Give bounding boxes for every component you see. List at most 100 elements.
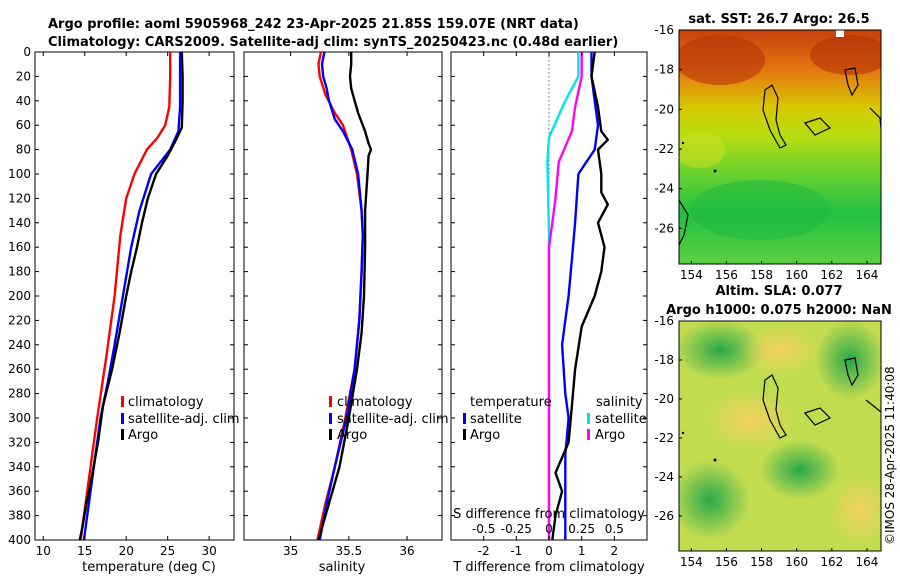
sst-missing-pixel [836,30,844,37]
y-tick-label: 300 [8,411,31,425]
difference-legend-temperature: temperature satellite Argo [463,395,552,443]
y-tick-label: 120 [8,191,31,205]
sst-map-frame [678,29,882,265]
salinity-legend: climatology satellite-adj. clim Argo [329,395,449,443]
x-tick-label: 36 [399,544,414,558]
y-tick-label: 280 [8,387,31,401]
legend-label-s-argo: Argo [595,428,625,443]
coastline-island [844,67,859,97]
map-x-tick-label: 164 [855,268,878,282]
legend-label-climatology: climatology [128,395,204,410]
island-dot [713,169,717,173]
x-tick-label: 35 [283,544,298,558]
y-tick-label: 80 [16,143,31,157]
y-tick-label: 0 [23,45,31,59]
temperature-legend: climatology satellite-adj. clim Argo [121,395,240,443]
legend-swatch-t-satellite [463,413,466,424]
x-tick-label: 0 [545,544,553,558]
coastline-reef [803,117,832,136]
y-tick-label: 380 [8,509,31,523]
x-tick-label: 25 [160,544,175,558]
map-y-tick-label: -24 [654,182,674,196]
y-tick-label: 100 [8,167,31,181]
s-difference-xlabel: S difference from climatology [453,507,645,522]
legend-swatch-climatology [121,396,124,407]
series-line-satellite-adj-clim [318,52,364,540]
temperature-panel: 10 15 20 25 30 0 20 40 60 80 100 120 140 160 180 200 22… [8,45,240,575]
y-tick-label: 260 [8,362,31,376]
legend-swatch-argo [329,429,332,440]
y-tick-label: 60 [16,118,31,132]
map-x-tick-label: 154 [680,268,703,282]
t-difference-xlabel: T difference from climatology [452,560,645,575]
sla-map-title1: Altim. SLA: 0.077 [716,284,843,299]
sst-warm-patch [810,35,881,75]
series-line-argo [78,52,184,540]
sst-patch [679,132,725,168]
legend-label-t-satellite: satellite [470,412,522,427]
map-x-tick-label: 162 [820,555,843,569]
coastline-island [844,357,859,387]
s-tick-label: 0 [545,522,553,536]
x-tick-label: 1 [578,544,586,558]
legend-swatch-climatology [329,396,332,407]
legend-swatch-t-argo [463,429,466,440]
legend-label-s-satellite: satellite [595,412,647,427]
x-tick-label: 10 [36,544,51,558]
map-x-tick-label: 158 [750,555,773,569]
x-tick-label: 35.5 [335,544,362,558]
sst-warm-patch [679,35,765,85]
s-tick-label: 0.5 [605,522,624,536]
y-tick-label: 240 [8,338,31,352]
map-y-tick-label: -18 [654,63,674,77]
sla-low-patch [760,440,840,500]
legend-swatch-s-argo [587,429,590,440]
y-tick-label: 20 [16,69,31,83]
map-x-tick-label: 156 [715,555,738,569]
coastline-vanuatu [865,399,881,413]
map-y-tick-label: -16 [654,314,674,328]
coastline-new-caledonia [762,84,787,149]
figure-title-line1: Argo profile: aoml 5905968_242 23-Apr-20… [48,17,579,32]
legend-title-salinity: salinity [596,395,643,410]
y-tick-label: 140 [8,216,31,230]
map-y-tick-label: -26 [654,509,674,523]
sst-map-title: sat. SST: 26.7 Argo: 26.5 [688,12,869,27]
map-y-tick-label: -18 [654,353,674,367]
map-y-tick-label: -22 [654,142,674,156]
sla-low-patch [679,321,765,380]
salinity-panel: 35 35.5 36 salinity climatology satellite-… [243,51,449,575]
legend-label-satellite-adj: satellite-adj. clim [128,412,240,427]
salinity-xlabel: salinity [319,560,366,575]
map-x-tick-label: 160 [785,268,808,282]
x-tick-label: 30 [201,544,216,558]
sst-map-panel: sat. SST: 26.7 Argo: 26.5 154 156 158 160 16… [654,12,882,282]
y-tick-label: 400 [8,533,31,547]
y-tick-label: 40 [16,94,31,108]
copyright-stamp: ©IMOS 28-Apr-2025 11:40:08 [883,366,897,545]
map-y-tick-label: -26 [654,221,674,235]
map-x-tick-label: 162 [820,268,843,282]
temperature-xlabel: temperature (deg C) [82,560,216,575]
map-y-tick-label: -24 [654,470,674,484]
coastline-reef [803,407,832,426]
legend-label-argo: Argo [337,428,367,443]
sla-map-panel: Altim. SLA: 0.077 Argo h1000: 0.075 h200… [654,284,891,569]
map-x-tick-label: 164 [855,555,878,569]
sla-map-frame [678,320,882,552]
sla-low-patch [679,460,750,540]
series-line-s-argo [547,52,583,540]
y-tick-label: 360 [8,484,31,498]
y-tick-label: 340 [8,460,31,474]
island-dot [713,458,717,462]
sla-high-patch [740,325,820,375]
series-line-t-satellite [560,52,600,540]
s-tick-label: 0.25 [568,522,595,536]
legend-swatch-argo [121,429,124,440]
y-tick-label: 320 [8,435,31,449]
sla-high-patch [705,390,795,450]
map-y-tick-label: -22 [654,431,674,445]
series-line-t-argo [551,52,609,540]
y-tick-label: 220 [8,313,31,327]
